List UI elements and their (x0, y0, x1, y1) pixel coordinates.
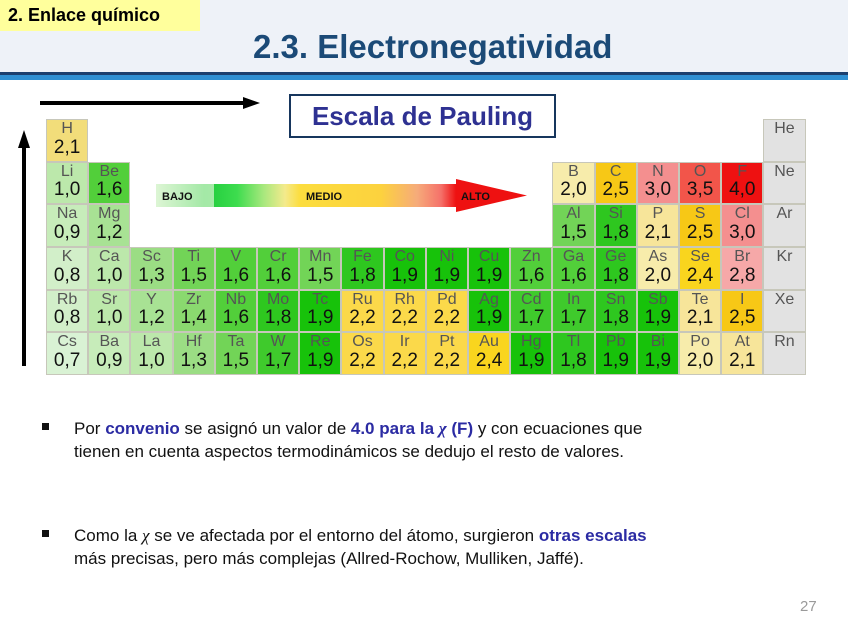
svg-text:MEDIO: MEDIO (306, 191, 343, 203)
svg-text:ALTO: ALTO (461, 191, 490, 203)
svg-text:BAJO: BAJO (162, 191, 193, 203)
